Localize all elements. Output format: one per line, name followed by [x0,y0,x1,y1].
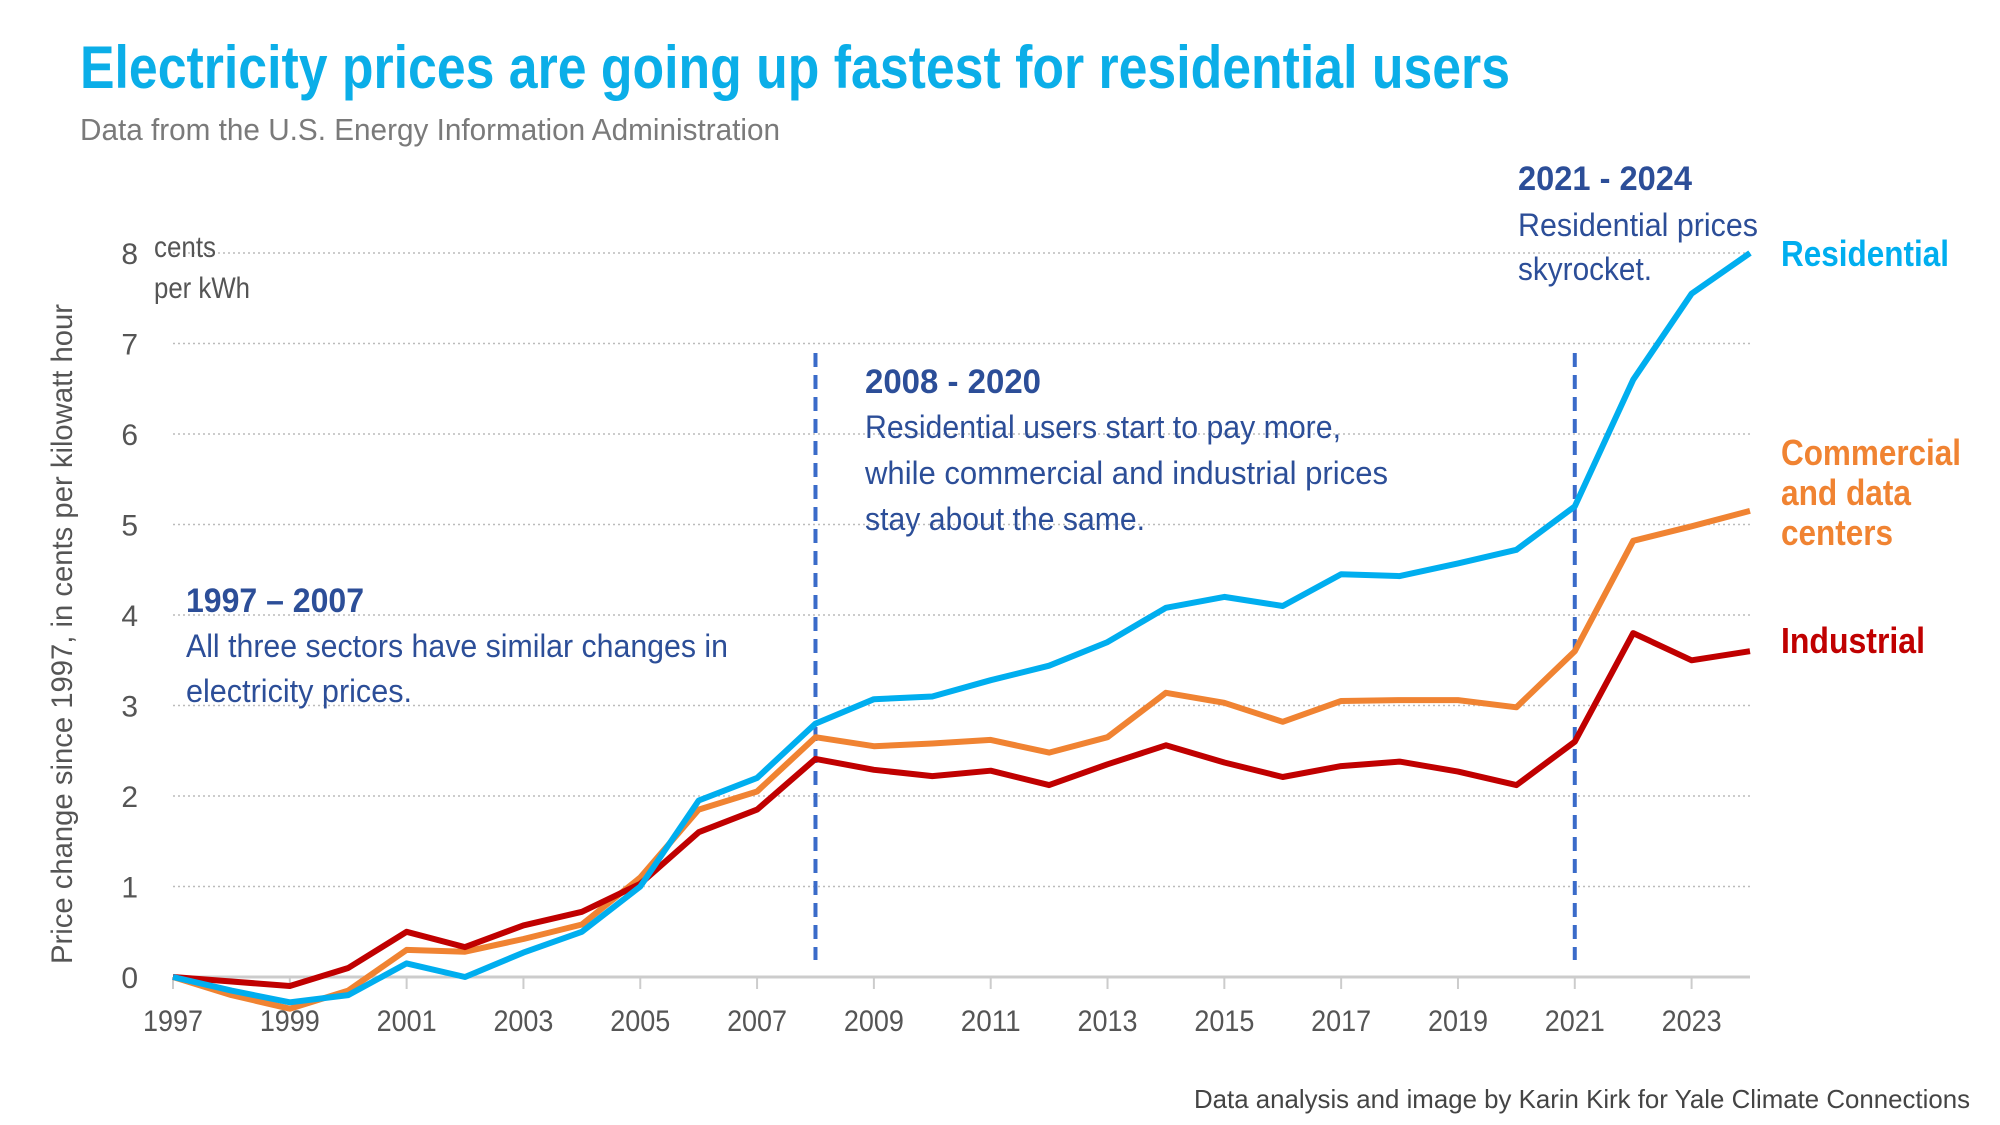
series-label-commercial: and data [1781,472,1912,513]
y-tick-label: 5 [121,510,138,543]
annotation-2008-2020: 2008 - 2020 Residential users start to p… [864,363,1388,537]
y-tick-label: 8 [121,238,138,271]
x-tick-label: 2013 [1078,1005,1138,1038]
vertical-markers [813,353,1577,960]
series-line-commercial [172,507,1751,1012]
y-unit-label-1: cents [154,231,216,264]
chart-title: Electricity prices are going up fastest … [80,34,1510,101]
y-tick-label: 7 [121,329,138,362]
annotation-line: All three sectors have similar changes i… [186,628,728,664]
credit: Data analysis and image by Karin Kirk fo… [1194,1084,1970,1114]
y-axis-label: Price change since 1997, in cents per ki… [46,304,79,964]
y-tick-label: 1 [121,872,138,905]
annotation-line: skyrocket. [1518,251,1652,287]
y-tick-label: 4 [121,600,138,633]
series-lines [172,250,1752,1012]
y-tick-label: 0 [121,962,138,995]
x-tick-label: 2003 [493,1005,553,1038]
x-tick-label: 2005 [610,1005,670,1038]
annotation-line: electricity prices. [186,673,412,709]
annotation-line: Residential prices [1518,207,1758,243]
y-tick-label: 6 [121,419,138,452]
x-tick-label: 2021 [1545,1005,1605,1038]
y-tick-label: 3 [121,691,138,724]
x-tick-label: 2009 [844,1005,904,1038]
x-tick-label: 2011 [961,1005,1021,1038]
y-tick-label: 2 [121,781,138,814]
x-tick-label: 2023 [1662,1005,1722,1038]
annotation-2021-2024: 2021 - 2024 Residential prices skyrocket… [1518,160,1758,287]
x-tick-label: 2017 [1311,1005,1371,1038]
annotation-heading: 1997 – 2007 [186,582,364,620]
x-tick-label: 1997 [143,1005,203,1038]
series-label-residential: Residential [1781,233,1949,274]
annotation-1997-2007: 1997 – 2007 All three sectors have simil… [186,582,728,709]
x-tick-label: 2019 [1428,1005,1488,1038]
chart-subtitle: Data from the U.S. Energy Information Ad… [80,112,780,147]
x-tick-label: 2015 [1194,1005,1254,1038]
series-label-commercial: Commercial [1781,432,1961,473]
annotation-line: Residential users start to pay more, [865,409,1341,445]
series-label-industrial: Industrial [1781,620,1925,661]
y-tick-labels: 0 1 2 3 4 5 6 7 8 [121,238,138,995]
x-axis: 1997 1999 2001 2003 2005 2007 2009 2011 2013 2015… [143,975,1750,1038]
y-unit-label-2: per kWh [154,272,250,305]
series-label-commercial: centers [1781,512,1893,553]
annotation-heading: 2021 - 2024 [1518,160,1692,198]
annotation-heading: 2008 - 2020 [865,363,1041,401]
gridlines [173,252,1750,888]
x-tick-label: 2001 [377,1005,437,1038]
annotation-line: stay about the same. [865,501,1145,537]
series-line-residential [172,250,1752,1006]
x-tick-label: 2007 [727,1005,787,1038]
series-line-industrial [172,630,1751,989]
annotation-line: while commercial and industrial prices [864,455,1388,491]
